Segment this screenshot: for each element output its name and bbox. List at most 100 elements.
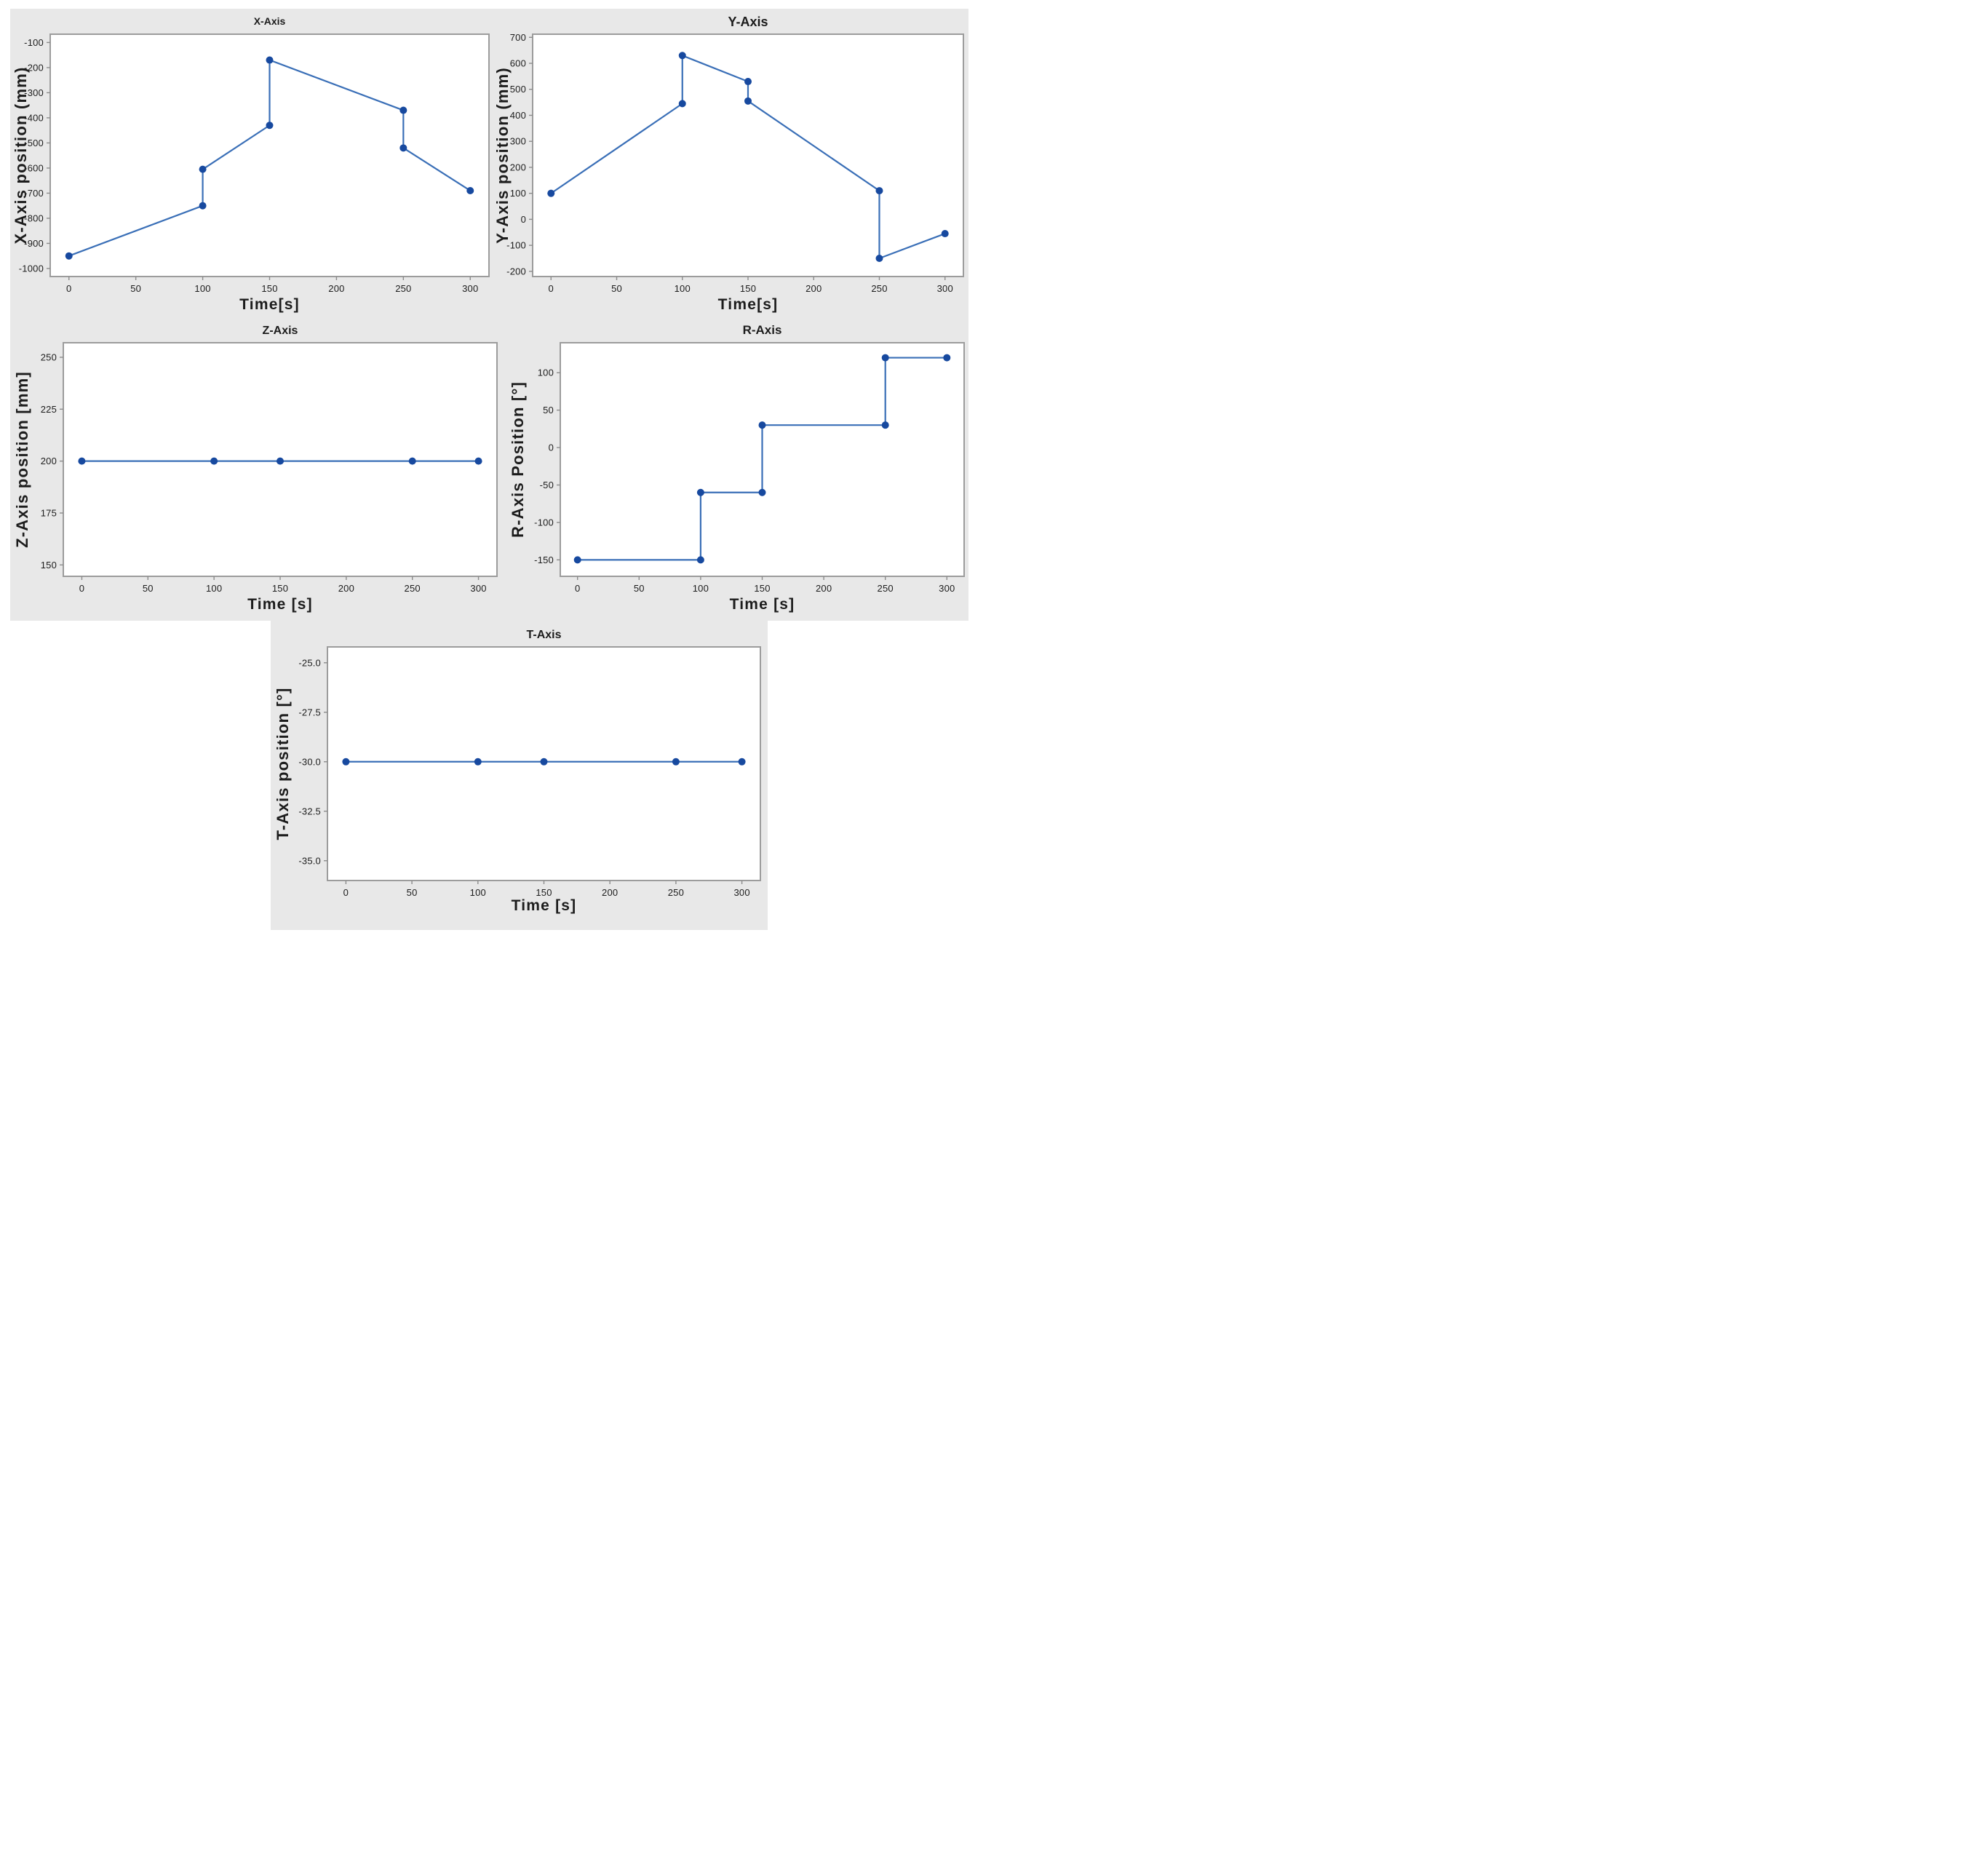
y-tick-label: 50 — [543, 405, 554, 416]
y-tick-label: -50 — [540, 480, 554, 490]
x-tick-label: 300 — [462, 283, 478, 294]
data-line — [68, 59, 471, 257]
data-point — [744, 78, 752, 86]
y-tick-label: -100 — [506, 240, 526, 251]
y-tick-label: 200 — [510, 162, 526, 172]
x-tick-label: 100 — [206, 583, 222, 594]
y-tick-label: 100 — [538, 367, 554, 378]
y-tick-label: -600 — [24, 162, 44, 173]
x-tick-label: 150 — [261, 283, 277, 294]
y-tick-label: -800 — [24, 212, 44, 223]
x-tick-label: 200 — [816, 583, 832, 594]
y-tick-label: 0 — [521, 214, 526, 225]
chart-z-axis: 250 225 200 175 150 0 50 100 150 200 250 300 Z-Axis Z… — [10, 319, 506, 621]
x-axis-label: Time [s] — [730, 596, 795, 613]
data-point — [875, 187, 883, 195]
x-tick-label: 150 — [536, 887, 552, 898]
y-tick-label: -700 — [24, 188, 44, 199]
x-tick-label: 300 — [733, 887, 749, 898]
x-tick-label: 50 — [143, 583, 154, 594]
x-tick-label: 50 — [634, 583, 645, 594]
data-point — [941, 230, 949, 238]
x-tick-label: 0 — [66, 283, 71, 294]
y-tick-label: -25.0 — [298, 657, 321, 668]
chart-title: T-Axis — [526, 629, 561, 641]
robot-axes-trajectory-page: { "page": { "background": "#ffffff", "pa… — [0, 0, 984, 938]
chart-title: R-Axis — [743, 323, 782, 337]
x-tick-label: 50 — [611, 283, 622, 294]
chart-x-axis: -100 -200 -300 -400 -500 -600 -700 -800 -900 -100… — [10, 9, 492, 319]
data-point — [210, 457, 218, 465]
data-point — [672, 758, 680, 766]
y-tick-label: 225 — [41, 404, 57, 415]
data-point — [78, 457, 86, 465]
x-tick-label: 150 — [754, 583, 770, 594]
data-line — [550, 55, 946, 260]
x-tick-label: 250 — [878, 583, 894, 594]
y-axis-label: R-Axis Position [°] — [509, 381, 527, 538]
data-point — [266, 122, 274, 130]
chart-canvas: -25.0 -27.5 -30.0 -32.5 -35.0 0 50 100 150 200 250… — [274, 629, 761, 914]
y-tick-label: -30.0 — [298, 756, 321, 767]
data-point — [474, 758, 482, 766]
data-line — [577, 357, 947, 561]
x-tick-label: 300 — [937, 283, 953, 294]
y-tick-label: 600 — [510, 58, 526, 69]
x-tick-label: 250 — [405, 583, 421, 594]
x-tick-label: 0 — [79, 583, 84, 594]
chart-title: X-Axis — [254, 15, 286, 27]
y-tick-label: 0 — [549, 442, 554, 453]
data-point — [199, 165, 207, 173]
x-axis-label: Time [s] — [247, 596, 313, 613]
y-tick-label: -32.5 — [298, 806, 321, 816]
x-tick-label: 150 — [272, 583, 288, 594]
x-tick-label: 0 — [549, 283, 554, 294]
x-tick-label: 250 — [395, 283, 411, 294]
chart-r-axis: 100 50 0 -50 -100 -150 0 50 100 150 200 250 300 R-Axi… — [506, 319, 968, 621]
y-tick-label: 200 — [41, 456, 57, 466]
data-point — [573, 556, 581, 564]
x-tick-label: 100 — [194, 283, 210, 294]
y-tick-label: 150 — [41, 560, 57, 571]
data-point — [399, 106, 407, 114]
chart-t-axis: -25.0 -27.5 -30.0 -32.5 -35.0 0 50 100 150 200 250… — [271, 622, 768, 930]
x-tick-label: 300 — [470, 583, 486, 594]
y-tick-label: -27.5 — [298, 707, 321, 718]
data-point — [696, 488, 704, 496]
y-axis-label: Y-Axis position (mm) — [493, 67, 512, 244]
chart-canvas: 100 50 0 -50 -100 -150 0 50 100 150 200 250 300 R-Axi… — [509, 323, 965, 613]
data-point — [744, 97, 752, 105]
x-tick-label: 200 — [602, 887, 618, 898]
data-point — [758, 421, 766, 429]
y-axis-label: T-Axis position [°] — [274, 687, 292, 840]
x-tick-label: 200 — [338, 583, 354, 594]
data-point — [399, 144, 407, 152]
data-point — [943, 354, 951, 362]
data-point — [266, 56, 274, 64]
y-tick-label: -500 — [24, 138, 44, 148]
x-tick-label: 300 — [939, 583, 955, 594]
y-tick-label: 300 — [510, 136, 526, 147]
y-tick-label: 100 — [510, 188, 526, 199]
data-point — [696, 556, 704, 564]
data-point — [678, 52, 686, 60]
y-tick-label: 700 — [510, 32, 526, 43]
x-tick-label: 50 — [130, 283, 141, 294]
x-tick-label: 150 — [740, 283, 756, 294]
chart-title: Y-Axis — [728, 15, 768, 29]
y-tick-label: -35.0 — [298, 855, 321, 866]
plot-area — [532, 33, 964, 277]
y-tick-label: -900 — [24, 238, 44, 249]
data-point — [875, 254, 883, 262]
y-tick-label: 250 — [41, 351, 57, 362]
y-tick-label: -400 — [24, 112, 44, 123]
chart-y-axis: 700 600 500 400 300 200 100 0 -100 -200 0 50 100 150 2… — [492, 9, 968, 319]
x-tick-label: 50 — [407, 887, 418, 898]
y-axis-label: Z-Axis position [mm] — [13, 371, 31, 548]
chart-title: Z-Axis — [263, 325, 298, 337]
y-tick-label: 500 — [510, 84, 526, 95]
x-tick-label: 200 — [806, 283, 822, 294]
chart-canvas: 250 225 200 175 150 0 50 100 150 200 250 300 Z-Axis Z… — [13, 325, 498, 613]
y-tick-label: -200 — [24, 62, 44, 73]
data-point — [65, 252, 73, 260]
